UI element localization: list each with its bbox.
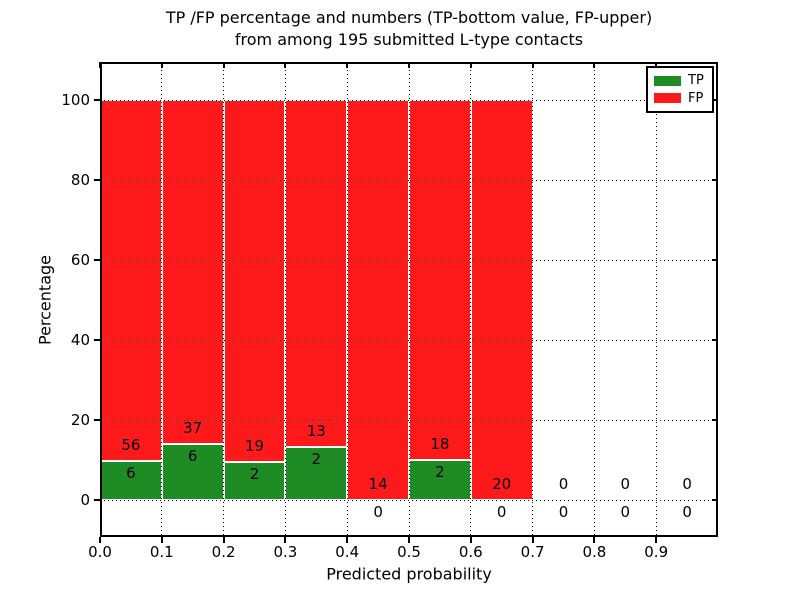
fp-count-label: 20 xyxy=(492,475,512,493)
tp-count-label: 6 xyxy=(187,447,198,466)
tp-count-label: 2 xyxy=(435,463,445,481)
fp-count-label: 18 xyxy=(430,435,450,453)
x-tick-label: 0.5 xyxy=(397,543,421,561)
y-tick-right xyxy=(712,499,718,501)
fp-count-label: 13 xyxy=(306,421,326,440)
legend: TP FP xyxy=(646,66,714,113)
chart-title-line2: from among 195 submitted L-type contacts xyxy=(234,30,584,49)
y-tick-right xyxy=(712,259,718,261)
v-gridline xyxy=(346,62,348,537)
y-tick xyxy=(94,339,100,341)
chart-title: TP /FP percentage and numbers (TP-bottom… xyxy=(100,7,718,51)
x-tick-top xyxy=(408,62,410,68)
tp-count-label: 0 xyxy=(620,503,631,521)
y-tick xyxy=(94,259,100,261)
x-tick xyxy=(284,537,287,543)
y-tick xyxy=(94,419,100,421)
x-tick-label: 0.1 xyxy=(149,543,174,561)
tp-count-label: 0 xyxy=(496,503,507,521)
y-axis-label: Percentage xyxy=(35,254,55,346)
x-tick xyxy=(346,537,349,543)
x-tick xyxy=(408,537,410,543)
x-tick xyxy=(593,537,596,543)
tp-count-label: 6 xyxy=(126,464,136,483)
y-tick-right xyxy=(712,179,718,181)
fp-count-label: 0 xyxy=(558,475,569,493)
x-tick xyxy=(469,537,472,543)
y-tick-label: 60 xyxy=(70,251,90,269)
v-gridline xyxy=(532,62,534,537)
tp-count-label: 0 xyxy=(558,503,569,521)
fp-count-label: 0 xyxy=(682,475,692,493)
y-tick xyxy=(94,179,100,181)
x-tick xyxy=(160,537,163,543)
fp-count-label: 14 xyxy=(368,475,388,493)
x-tick xyxy=(531,537,534,543)
legend-swatch-fp xyxy=(654,93,681,104)
v-gridline xyxy=(161,62,163,537)
v-gridline xyxy=(408,62,410,537)
x-tick xyxy=(655,537,658,543)
x-tick-label: 0.6 xyxy=(458,543,483,561)
x-tick-top xyxy=(469,62,472,68)
bar-fp-segment xyxy=(470,100,533,500)
v-gridline xyxy=(593,62,595,537)
fp-count-label: 19 xyxy=(244,436,265,455)
x-tick-label: 0.2 xyxy=(211,543,236,561)
bar-fp-segment xyxy=(161,100,224,445)
fp-count-label: 37 xyxy=(183,419,203,438)
y-tick-label: 0 xyxy=(80,491,90,509)
v-gridline xyxy=(99,62,101,537)
v-gridline xyxy=(223,62,225,537)
y-tick-right xyxy=(712,99,718,101)
x-tick xyxy=(99,537,101,543)
legend-item-fp: FP xyxy=(654,92,706,105)
legend-label-fp: FP xyxy=(688,90,704,106)
bar-fp-segment xyxy=(100,100,162,462)
x-tick-label: 0.9 xyxy=(644,543,669,561)
x-tick-label: 0.4 xyxy=(335,543,360,561)
x-tick-top xyxy=(99,62,101,68)
y-tick-label: 40 xyxy=(70,331,90,349)
x-tick-label: 0.0 xyxy=(88,543,112,561)
y-tick-label: 20 xyxy=(70,411,90,429)
x-tick xyxy=(222,537,225,543)
y-tick-right xyxy=(712,339,718,341)
bar-fp-segment xyxy=(347,100,409,500)
tp-count-label: 2 xyxy=(249,464,260,483)
x-tick-label: 0.7 xyxy=(520,543,545,561)
chart-title-line1: TP /FP percentage and numbers (TP-bottom… xyxy=(165,8,653,27)
bar-fp-segment xyxy=(409,100,471,460)
v-gridline xyxy=(655,62,657,537)
y-tick-label: 80 xyxy=(70,171,90,189)
x-tick-top xyxy=(284,62,287,68)
fp-count-label: 0 xyxy=(620,475,631,493)
x-tick-top xyxy=(655,62,658,68)
tp-count-label: 2 xyxy=(311,449,322,468)
y-tick xyxy=(94,499,100,501)
x-tick-top xyxy=(346,62,349,68)
bar-fp-segment xyxy=(285,100,348,447)
bar-fp-segment xyxy=(223,100,286,462)
y-tick-right xyxy=(712,419,718,421)
x-tick-top xyxy=(531,62,534,68)
legend-item-tp: TP xyxy=(654,74,706,87)
x-tick-label: 0.8 xyxy=(582,543,607,561)
legend-swatch-tp xyxy=(654,75,681,86)
y-tick xyxy=(94,99,100,101)
x-axis-label: Predicted probability xyxy=(326,564,492,584)
fp-count-label: 56 xyxy=(121,436,141,455)
tp-count-label: 0 xyxy=(682,503,692,521)
tp-count-label: 0 xyxy=(373,503,383,521)
v-gridline xyxy=(284,62,286,537)
legend-label-tp: TP xyxy=(688,73,704,89)
bar-tp-segment xyxy=(285,446,348,500)
x-tick-top xyxy=(222,62,225,68)
v-gridline xyxy=(470,62,472,537)
x-tick-top xyxy=(593,62,596,68)
x-tick-top xyxy=(160,62,163,68)
x-tick-label: 0.3 xyxy=(273,543,298,561)
y-tick-label: 100 xyxy=(61,91,90,109)
